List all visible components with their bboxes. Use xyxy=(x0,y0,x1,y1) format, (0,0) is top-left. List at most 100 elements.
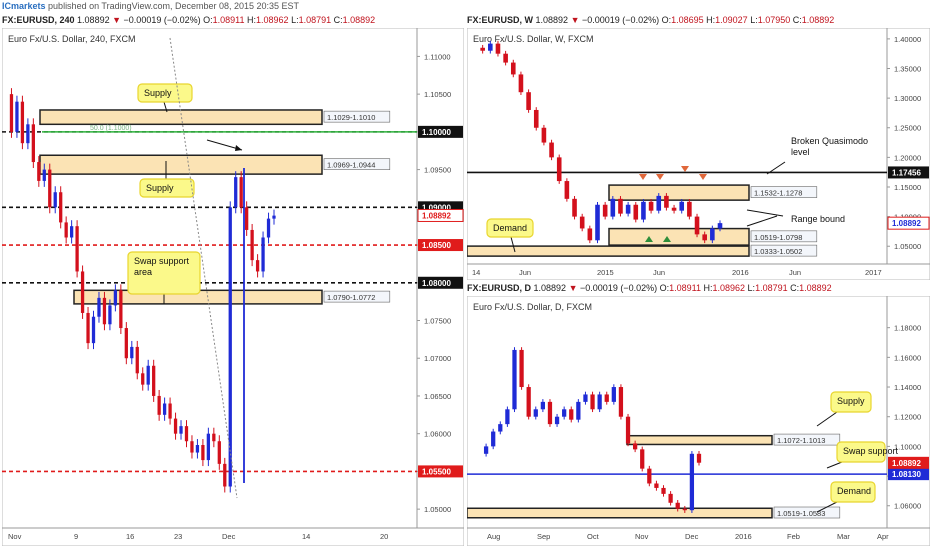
y-tick-label: 1.07500 xyxy=(424,317,451,326)
supply-demand-zone xyxy=(467,245,750,257)
candle-body xyxy=(547,401,553,425)
candle-body xyxy=(682,508,687,511)
candle-body xyxy=(640,449,645,469)
candle-body xyxy=(80,271,85,313)
candle-body xyxy=(679,201,685,211)
candle-body xyxy=(518,74,524,93)
chart-weekly[interactable]: Euro Fx/U.S. Dollar, W, FXCM 1.40000 1.350… xyxy=(467,28,930,280)
x-tick-label: 2015 xyxy=(597,268,614,277)
candle-body xyxy=(604,394,609,402)
candle-body xyxy=(618,387,624,417)
candle-body xyxy=(64,222,68,238)
publisher-name[interactable]: ICmarkets xyxy=(2,1,46,11)
candle-body xyxy=(488,43,493,51)
zone-label-box xyxy=(323,290,391,303)
last-price-tag xyxy=(887,216,930,230)
annotation-text: Range bound xyxy=(791,214,845,224)
symbol-label[interactable]: FX:EURUSD, 240 xyxy=(2,15,75,25)
publish-info: published on TradingView.com, December 0… xyxy=(48,1,300,11)
zone-label: 1.1532-1.1278 xyxy=(754,189,802,198)
zone-label: 1.0519-1.0798 xyxy=(754,233,802,242)
x-tick-label: Jun xyxy=(653,268,665,277)
x-tick-label: Dec xyxy=(685,532,699,541)
chart-4h[interactable]: Euro Fx/U.S. Dollar, 240, FXCM 1.11000 1.1… xyxy=(2,28,464,546)
candle-body xyxy=(572,198,577,217)
candle-body xyxy=(633,204,639,220)
candle-body xyxy=(549,142,554,158)
candle-body xyxy=(15,101,19,132)
callout-pointer xyxy=(510,236,516,253)
candle-body xyxy=(694,216,700,235)
candle-body xyxy=(59,192,63,223)
candle-body xyxy=(576,401,581,420)
candle-body xyxy=(266,218,271,238)
level-price-label: 1.09000 xyxy=(422,203,451,212)
x-tick-label: 16 xyxy=(126,532,134,541)
level-price-label: 1.08000 xyxy=(422,279,451,288)
candle-body xyxy=(647,468,652,484)
level-price-tag xyxy=(418,465,463,478)
candle-body xyxy=(69,226,74,238)
symbol-label[interactable]: FX:EURUSD, D xyxy=(467,283,532,293)
candle-body xyxy=(556,157,562,182)
candle-body xyxy=(26,124,30,144)
level-price-tag xyxy=(418,276,463,289)
candle-body xyxy=(625,416,631,444)
supply-demand-zone xyxy=(626,434,773,446)
callout-pointer xyxy=(746,215,778,227)
candle-body xyxy=(119,290,123,329)
candle-body xyxy=(583,394,588,402)
candle-body xyxy=(654,483,659,488)
candle-body xyxy=(526,387,531,417)
y-tick-label: 1.40000 xyxy=(894,35,921,44)
zone-label: 1.1029-1.1010 xyxy=(327,113,375,122)
trend-line xyxy=(169,37,238,499)
y-tick-label: 1.05000 xyxy=(424,505,451,514)
candle-body xyxy=(261,237,265,272)
candle-body xyxy=(483,446,489,454)
y-tick-label: 1.11000 xyxy=(424,52,451,61)
supply-demand-zone xyxy=(39,109,323,126)
y-tick-label: 1.05000 xyxy=(894,242,921,251)
candle-body xyxy=(239,177,243,208)
panel-border xyxy=(2,28,464,546)
candle-body xyxy=(31,124,35,163)
candle-body xyxy=(20,101,25,144)
candle-body xyxy=(250,229,254,261)
y-tick-label: 1.06500 xyxy=(424,392,451,401)
level-price-tag xyxy=(888,166,929,179)
symbol-label[interactable]: FX:EURUSD, W xyxy=(467,15,533,25)
up-marker-icon xyxy=(645,236,653,242)
candle-body xyxy=(590,394,595,410)
level-price-tag xyxy=(418,239,463,252)
candle-body xyxy=(648,201,654,211)
candle-body xyxy=(9,94,14,132)
candle-body xyxy=(146,365,150,385)
level-price-label: 1.08130 xyxy=(892,470,921,479)
zone-label-box xyxy=(323,158,391,170)
publish-bar: ICmarkets published on TradingView.com, … xyxy=(0,0,932,12)
candle-body xyxy=(641,201,646,220)
candle-body xyxy=(671,207,677,211)
candle-body xyxy=(234,177,238,208)
chart-daily[interactable]: Euro Fx/U.S. Dollar, D, FXCM 1.18000 1.160… xyxy=(467,296,930,546)
candle-body xyxy=(217,441,221,464)
x-tick-label: 2016 xyxy=(735,532,752,541)
down-marker-icon xyxy=(639,174,647,180)
x-tick-label: 2016 xyxy=(732,268,749,277)
down-arrow-icon: ▼ xyxy=(568,283,578,293)
y-tick-label: 1.25000 xyxy=(894,124,921,133)
candle-body xyxy=(505,409,510,425)
annotation-text: Demand xyxy=(837,486,871,496)
candle-body xyxy=(587,228,593,241)
candle-body xyxy=(212,433,216,442)
level-price-label: 1.08500 xyxy=(422,241,451,250)
y-tick-label: 1.16000 xyxy=(894,353,921,362)
candle-body xyxy=(689,453,695,511)
y-tick-label: 1.14000 xyxy=(894,383,921,392)
panel-border xyxy=(467,296,930,546)
candle-body xyxy=(702,234,707,241)
candle-body xyxy=(97,297,101,317)
down-marker-icon xyxy=(656,174,664,180)
chart-title: Euro Fx/U.S. Dollar, W, FXCM xyxy=(473,34,594,44)
